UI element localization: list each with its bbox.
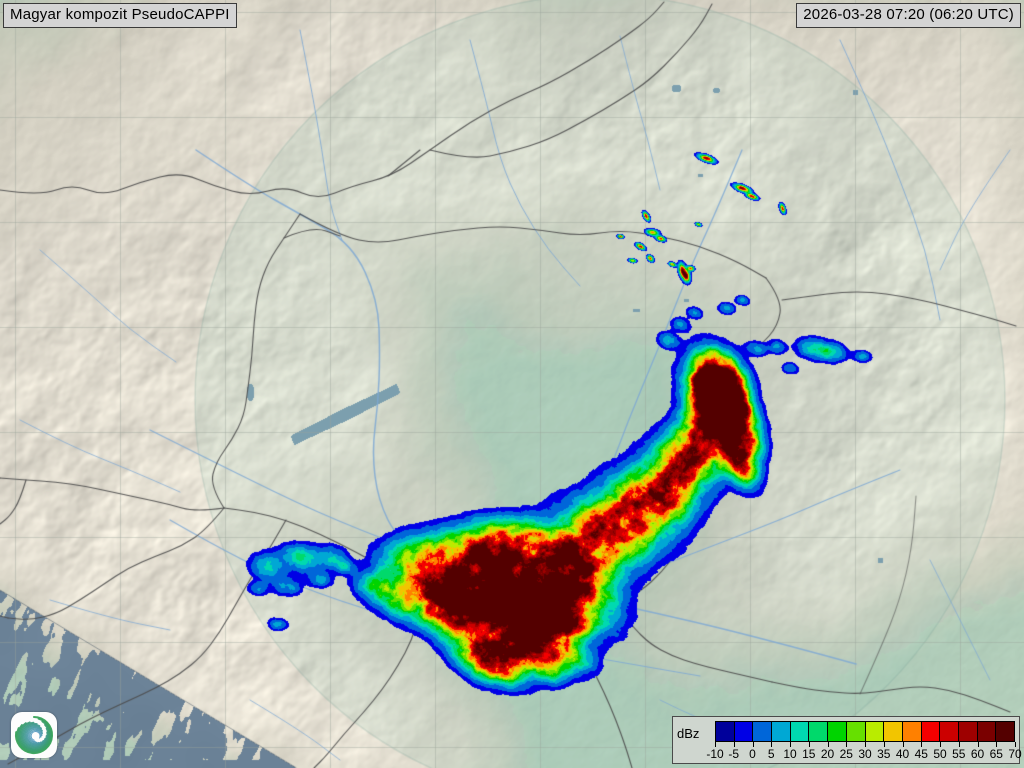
legend-swatch-20 xyxy=(828,722,847,741)
legend-tick xyxy=(996,742,998,747)
hungaromet-logo xyxy=(11,712,57,758)
legend-swatch-25 xyxy=(846,722,866,741)
legend-tick-label: 10 xyxy=(783,747,797,761)
dbz-color-legend: dBz -10 -5 0 5 10 15 20 25 30 35 40 45 50 55 60 65 70 xyxy=(672,716,1022,764)
legend-tick xyxy=(940,742,941,747)
legend-swatch-35 xyxy=(884,722,903,741)
legend-swatch-15 xyxy=(809,722,829,741)
legend-tick-label: 0 xyxy=(749,747,756,761)
legend-swatch-60 xyxy=(977,722,997,741)
legend-swatch-55 xyxy=(958,722,978,741)
legend-tick-label: 45 xyxy=(914,747,928,761)
legend-tick xyxy=(808,742,810,747)
legend-tick-label: -10 xyxy=(706,747,724,761)
legend-tick-label: -5 xyxy=(728,747,740,761)
legend-swatch-45 xyxy=(921,722,941,741)
legend-tick xyxy=(977,742,979,747)
legend-tick-label: 25 xyxy=(839,747,853,761)
legend-tick-label: 5 xyxy=(767,747,775,761)
legend-tick xyxy=(902,742,904,747)
legend-tick-label: 55 xyxy=(952,747,966,761)
legend-tick-label: 15 xyxy=(802,747,816,761)
legend-tick xyxy=(771,742,773,747)
legend-tick xyxy=(883,742,885,747)
legend-tick-label: 65 xyxy=(989,747,1003,761)
legend-tick xyxy=(790,742,791,747)
legend-tick xyxy=(752,742,754,747)
product-title: Magyar kompozit PseudoCAPPI xyxy=(3,3,237,28)
legend-tick xyxy=(1015,742,1016,747)
legend-swatch--5 xyxy=(734,722,754,741)
legend-tick-label: 60 xyxy=(970,747,985,761)
legend-tick xyxy=(921,742,923,747)
legend-tick-label: 35 xyxy=(877,747,891,761)
legend-swatch-50 xyxy=(940,722,959,741)
legend-swatch-5 xyxy=(772,722,791,741)
legend-tick-label: 20 xyxy=(820,747,835,761)
legend-tick-label: 50 xyxy=(933,747,947,761)
legend-swatch-10 xyxy=(790,722,810,741)
spiral-icon xyxy=(14,715,54,755)
legend-color-bar xyxy=(715,721,1015,742)
legend-swatch-0 xyxy=(753,722,773,741)
legend-tick-label: 70 xyxy=(1008,747,1022,761)
legend-tick xyxy=(715,742,716,747)
legend-tick-labels: -10 -5 0 5 10 15 20 25 30 35 40 45 50 55 60 65 70 xyxy=(706,747,1021,763)
legend-tick-marks xyxy=(715,742,1016,748)
legend-swatch-30 xyxy=(865,722,885,741)
legend-swatch--10 xyxy=(716,722,735,741)
legend-tick xyxy=(827,742,829,747)
legend-tick-label: 40 xyxy=(895,747,910,761)
timestamp-label: 2026-03-28 07:20 (06:20 UTC) xyxy=(796,3,1021,28)
legend-tick xyxy=(865,742,866,747)
legend-tick-label: 30 xyxy=(858,747,872,761)
legend-unit-label: dBz xyxy=(677,726,700,741)
legend-tick xyxy=(846,742,848,747)
legend-swatch-65 xyxy=(996,722,1014,741)
legend-swatch-40 xyxy=(902,722,922,741)
legend-tick xyxy=(733,742,735,747)
legend-tick xyxy=(958,742,960,747)
